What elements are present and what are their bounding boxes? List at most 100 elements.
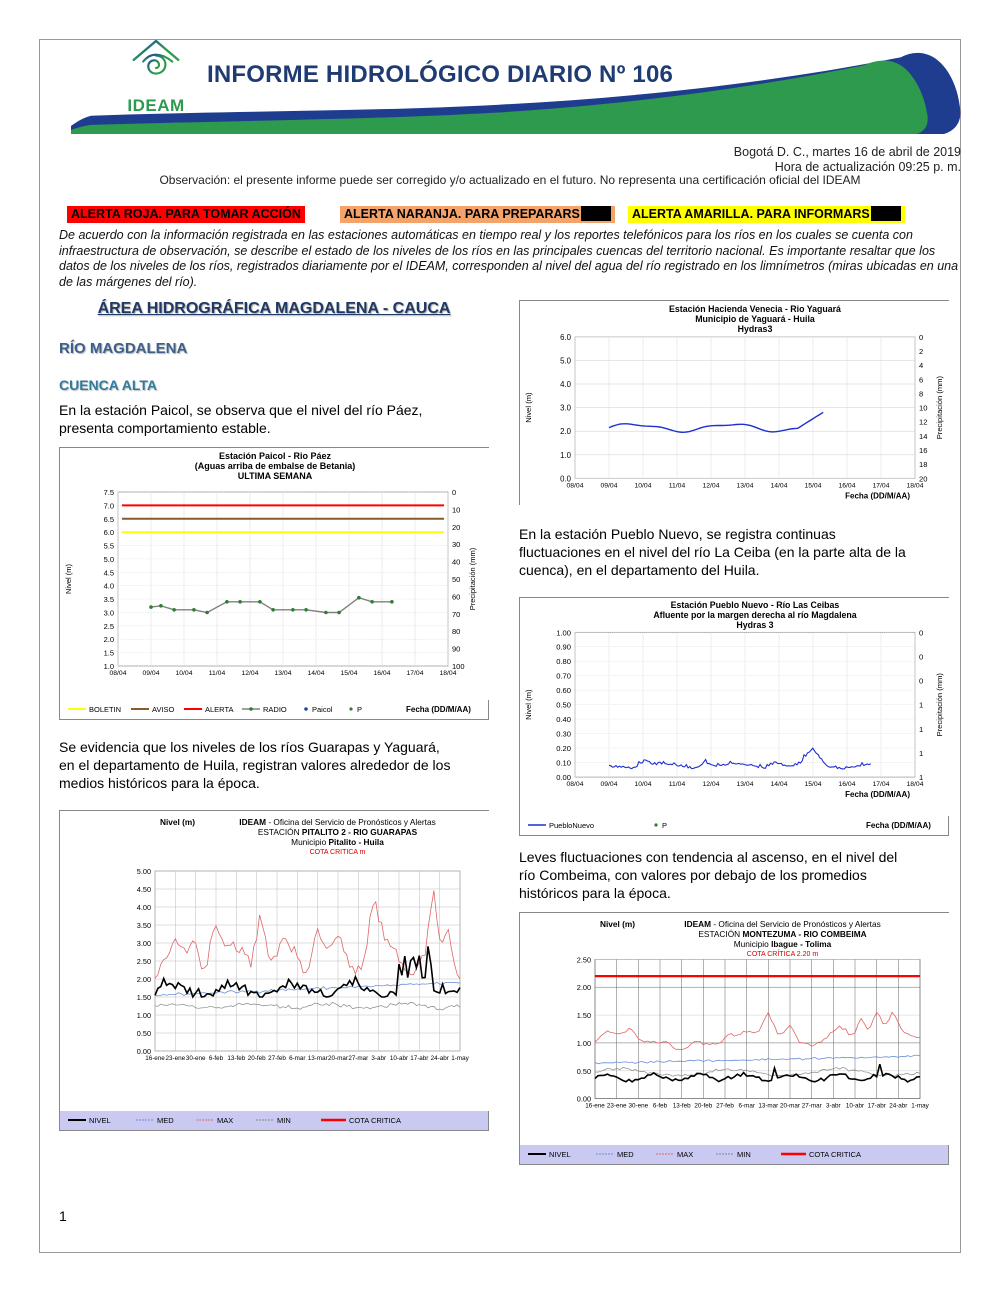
svg-text:13-feb: 13-feb: [227, 1055, 245, 1062]
svg-text:0.50: 0.50: [137, 1029, 151, 1038]
svg-text:17/04: 17/04: [872, 482, 889, 489]
svg-text:10/04: 10/04: [634, 781, 651, 788]
svg-text:MIN: MIN: [737, 1150, 751, 1159]
svg-text:12/04: 12/04: [702, 482, 719, 489]
svg-text:27-feb: 27-feb: [268, 1055, 286, 1062]
svg-text:13-mar: 13-mar: [308, 1055, 328, 1062]
svg-text:20: 20: [452, 523, 460, 532]
svg-text:13-feb: 13-feb: [673, 1103, 691, 1110]
svg-text:16-ene: 16-ene: [585, 1103, 605, 1110]
svg-text:08/04: 08/04: [566, 781, 583, 788]
svg-text:Precipitación (mm): Precipitación (mm): [468, 547, 477, 610]
svg-text:10-abr: 10-abr: [390, 1055, 408, 1062]
svg-text:20-mar: 20-mar: [328, 1055, 348, 1062]
svg-text:RADIO: RADIO: [263, 705, 287, 714]
svg-text:09/04: 09/04: [142, 670, 159, 677]
svg-text:30-ene: 30-ene: [186, 1055, 206, 1062]
svg-text:90: 90: [452, 645, 460, 654]
svg-text:5.0: 5.0: [560, 356, 572, 365]
svg-text:50: 50: [452, 575, 460, 584]
svg-text:20-feb: 20-feb: [694, 1103, 712, 1110]
svg-text:6-feb: 6-feb: [209, 1055, 224, 1062]
svg-text:0.20: 0.20: [556, 744, 571, 753]
svg-text:6.0: 6.0: [104, 528, 114, 537]
svg-text:0.60: 0.60: [556, 686, 571, 695]
svg-text:3.50: 3.50: [137, 921, 151, 930]
svg-text:24-abr: 24-abr: [889, 1103, 907, 1110]
svg-text:AVISO: AVISO: [152, 705, 175, 714]
svg-text:2.50: 2.50: [577, 955, 591, 964]
svg-text:16/04: 16/04: [838, 781, 855, 788]
svg-text:23-ene: 23-ene: [165, 1055, 185, 1062]
svg-text:10: 10: [452, 505, 460, 514]
svg-text:3.0: 3.0: [104, 609, 114, 618]
svg-text:15/04: 15/04: [804, 482, 821, 489]
svg-text:7.0: 7.0: [104, 501, 114, 510]
svg-text:Fecha (DD/M/AA): Fecha (DD/M/AA): [866, 821, 931, 830]
svg-text:Hydras 3: Hydras 3: [736, 620, 773, 630]
svg-text:NIVEL: NIVEL: [549, 1150, 571, 1159]
svg-text:13/04: 13/04: [736, 482, 753, 489]
svg-text:16/04: 16/04: [838, 482, 855, 489]
svg-text:11/04: 11/04: [669, 781, 686, 788]
svg-text:0: 0: [919, 677, 923, 686]
svg-text:14/04: 14/04: [770, 781, 787, 788]
svg-text:COTA CRÍTICA 2.20 m: COTA CRÍTICA 2.20 m: [747, 949, 819, 958]
svg-text:2.00: 2.00: [577, 983, 591, 992]
svg-text:10: 10: [919, 404, 927, 413]
svg-text:16/04: 16/04: [373, 670, 390, 677]
svg-text:0.40: 0.40: [556, 715, 571, 724]
svg-text:24-abr: 24-abr: [431, 1055, 449, 1062]
svg-text:08/04: 08/04: [109, 670, 126, 677]
svg-text:14/04: 14/04: [770, 482, 787, 489]
svg-text:1.5: 1.5: [104, 649, 114, 658]
svg-text:6.0: 6.0: [560, 333, 572, 342]
svg-text:5.0: 5.0: [104, 555, 114, 564]
svg-text:15/04: 15/04: [804, 781, 821, 788]
svg-text:09/04: 09/04: [600, 781, 617, 788]
svg-text:18/04: 18/04: [439, 670, 456, 677]
svg-text:18: 18: [919, 460, 927, 469]
svg-text:Afluente por la margen derecha: Afluente por la margen derecha al río Ma…: [653, 610, 856, 620]
svg-text:6: 6: [919, 375, 923, 384]
svg-text:6.5: 6.5: [104, 515, 114, 524]
svg-text:1: 1: [919, 725, 923, 734]
svg-text:17-abr: 17-abr: [410, 1055, 428, 1062]
svg-text:27-mar: 27-mar: [348, 1055, 368, 1062]
svg-text:30-ene: 30-ene: [628, 1103, 648, 1110]
svg-text:P: P: [357, 705, 362, 714]
svg-text:17/04: 17/04: [872, 781, 889, 788]
svg-text:2.00: 2.00: [137, 975, 151, 984]
svg-text:Nivel (m): Nivel (m): [600, 919, 635, 929]
svg-text:15/04: 15/04: [340, 670, 357, 677]
svg-text:ESTACIÓN MONTEZUMA - RIO COMB: ESTACIÓN MONTEZUMA - RIO COMBEIMA: [698, 929, 866, 939]
svg-text:ULTIMA SEMANA: ULTIMA SEMANA: [238, 471, 313, 481]
svg-text:16: 16: [919, 446, 927, 455]
svg-text:Precipitación (mm): Precipitación (mm): [935, 375, 944, 439]
svg-text:20-feb: 20-feb: [248, 1055, 266, 1062]
svg-text:Fecha (DD/M/AA): Fecha (DD/M/AA): [845, 790, 910, 799]
svg-text:14/04: 14/04: [307, 670, 324, 677]
svg-text:11/04: 11/04: [669, 482, 686, 489]
svg-text:18/04: 18/04: [906, 482, 923, 489]
svg-text:0.90: 0.90: [556, 643, 571, 652]
svg-text:1: 1: [919, 749, 923, 758]
svg-text:MIN: MIN: [277, 1116, 291, 1125]
svg-text:1.00: 1.00: [577, 1039, 591, 1048]
svg-text:100: 100: [452, 662, 465, 671]
svg-text:4: 4: [919, 361, 923, 370]
svg-text:0: 0: [919, 652, 923, 661]
svg-text:0: 0: [452, 488, 456, 497]
svg-text:13/04: 13/04: [274, 670, 291, 677]
svg-text:1.50: 1.50: [577, 1011, 591, 1020]
svg-text:6-mar: 6-mar: [738, 1103, 754, 1110]
svg-text:16-ene: 16-ene: [145, 1055, 165, 1062]
svg-text:3.0: 3.0: [560, 404, 572, 413]
svg-text:12: 12: [919, 418, 927, 427]
svg-text:Hydras3: Hydras3: [738, 324, 773, 334]
svg-text:7.5: 7.5: [104, 488, 114, 497]
svg-text:0.70: 0.70: [556, 672, 571, 681]
svg-text:3.5: 3.5: [104, 595, 114, 604]
svg-text:Paicol: Paicol: [312, 705, 333, 714]
svg-text:13-mar: 13-mar: [758, 1103, 778, 1110]
